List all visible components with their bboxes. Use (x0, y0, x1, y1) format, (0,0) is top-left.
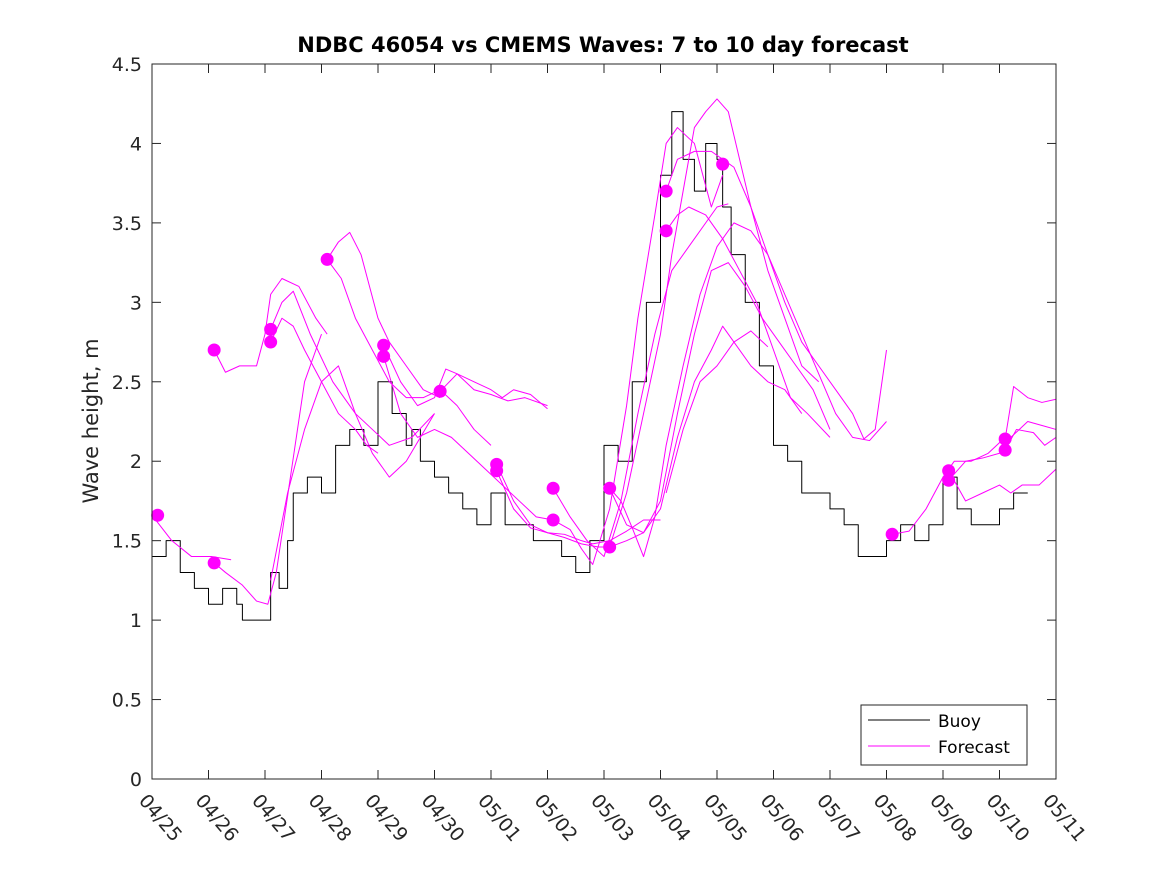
forecast-series-line-4 (270, 290, 435, 446)
y-tick-label: 0.5 (112, 690, 142, 712)
x-tick-label: 04/27 (247, 790, 299, 846)
forecast-series-line-26 (1004, 386, 1057, 440)
x-tick-label: 04/30 (417, 790, 469, 846)
forecast-init-marker (377, 349, 391, 363)
y-tick-label: 0 (130, 769, 142, 791)
forecast-series-line-1 (151, 514, 232, 561)
legend: Buoy Forecast (860, 704, 1028, 766)
y-tick-label: 4.5 (112, 54, 142, 76)
forecast-init-marker (207, 343, 221, 357)
legend-box (860, 704, 1028, 766)
forecast-series-line-12 (496, 464, 610, 548)
forecast-series-line-27 (1004, 428, 1057, 451)
forecast-series-line-24 (948, 468, 1057, 502)
legend-forecast-label: Forecast (938, 738, 1010, 758)
y-tick-label: 1.5 (112, 531, 142, 553)
x-tick-label: 04/26 (191, 790, 243, 846)
forecast-series-line-14 (552, 203, 729, 558)
forecast-series-line-20 (609, 262, 831, 534)
x-tick-label: 05/08 (869, 790, 921, 846)
x-tick-label: 05/11 (1038, 790, 1090, 846)
forecast-init-marker (659, 184, 673, 198)
forecast-init-marker (659, 224, 673, 238)
buoy-series-line (152, 111, 1028, 621)
x-tick-label: 05/10 (982, 790, 1034, 846)
forecast-init-marker (998, 443, 1012, 457)
y-tick-label: 2 (130, 451, 142, 473)
forecast-init-marker (546, 481, 560, 495)
legend-buoy-label: Buoy (938, 712, 981, 732)
x-tick-label: 05/06 (756, 790, 808, 846)
x-tick-label: 05/09 (925, 790, 977, 846)
forecast-series-line-17 (609, 222, 887, 558)
forecast-series-line-6 (270, 365, 435, 581)
y-tick-label: 3.5 (112, 213, 142, 235)
x-tick-label: 05/07 (812, 790, 864, 846)
forecast-init-marker (603, 481, 617, 495)
marker-layer (151, 157, 1012, 570)
forecast-series-line-7 (326, 231, 441, 399)
forecast-init-marker (490, 464, 504, 478)
forecast-series-line-18 (665, 150, 887, 440)
forecast-init-marker (942, 473, 956, 487)
y-tick-label: 1 (130, 610, 142, 632)
series-layer (151, 98, 1057, 621)
forecast-series-line-2 (213, 333, 322, 605)
y-tick-label: 2.5 (112, 372, 142, 394)
x-tick-label: 05/05 (699, 790, 751, 846)
forecast-series-line-11 (439, 373, 548, 410)
forecast-init-marker (603, 540, 617, 554)
x-tick-label: 04/28 (304, 790, 356, 846)
forecast-init-marker (885, 527, 899, 541)
forecast-series-line-13 (496, 470, 661, 545)
x-tick-label: 05/01 (473, 790, 525, 846)
x-tick-label: 05/04 (643, 790, 695, 846)
forecast-series-line-19 (665, 206, 831, 438)
y-tick-label: 3 (130, 292, 142, 314)
forecast-series-line-21 (609, 325, 803, 548)
forecast-series-line-22 (665, 330, 769, 494)
x-tick-label: 05/02 (530, 790, 582, 846)
x-tick-label: 05/03 (586, 790, 638, 846)
forecast-series-line-8 (326, 259, 492, 446)
forecast-init-marker (151, 508, 165, 522)
forecast-init-marker (320, 252, 334, 266)
forecast-init-marker (433, 384, 447, 398)
forecast-init-marker (264, 335, 278, 349)
forecast-init-marker (546, 513, 560, 527)
x-tick-label: 04/29 (360, 790, 412, 846)
forecast-series-line-5 (270, 317, 379, 454)
forecast-series-line-9 (383, 345, 548, 407)
x-tick-label: 04/25 (134, 790, 186, 846)
forecast-init-marker (998, 432, 1012, 446)
forecast-init-marker (264, 322, 278, 336)
forecast-init-marker (207, 556, 221, 570)
forecast-series-line-15 (552, 127, 724, 565)
forecast-init-marker (942, 464, 956, 478)
forecast-series-line-16 (609, 98, 820, 548)
forecast-series-line-10 (383, 356, 554, 521)
y-axis-label: Wave height, m (79, 338, 103, 503)
forecast-init-marker (716, 157, 730, 171)
y-tick-label: 4 (130, 133, 142, 155)
plot-frame (151, 63, 1057, 780)
forecast-init-marker (377, 338, 391, 352)
chart-title: NDBC 46054 vs CMEMS Waves: 7 to 10 day f… (297, 33, 908, 57)
forecast-series-line-3 (213, 278, 328, 373)
